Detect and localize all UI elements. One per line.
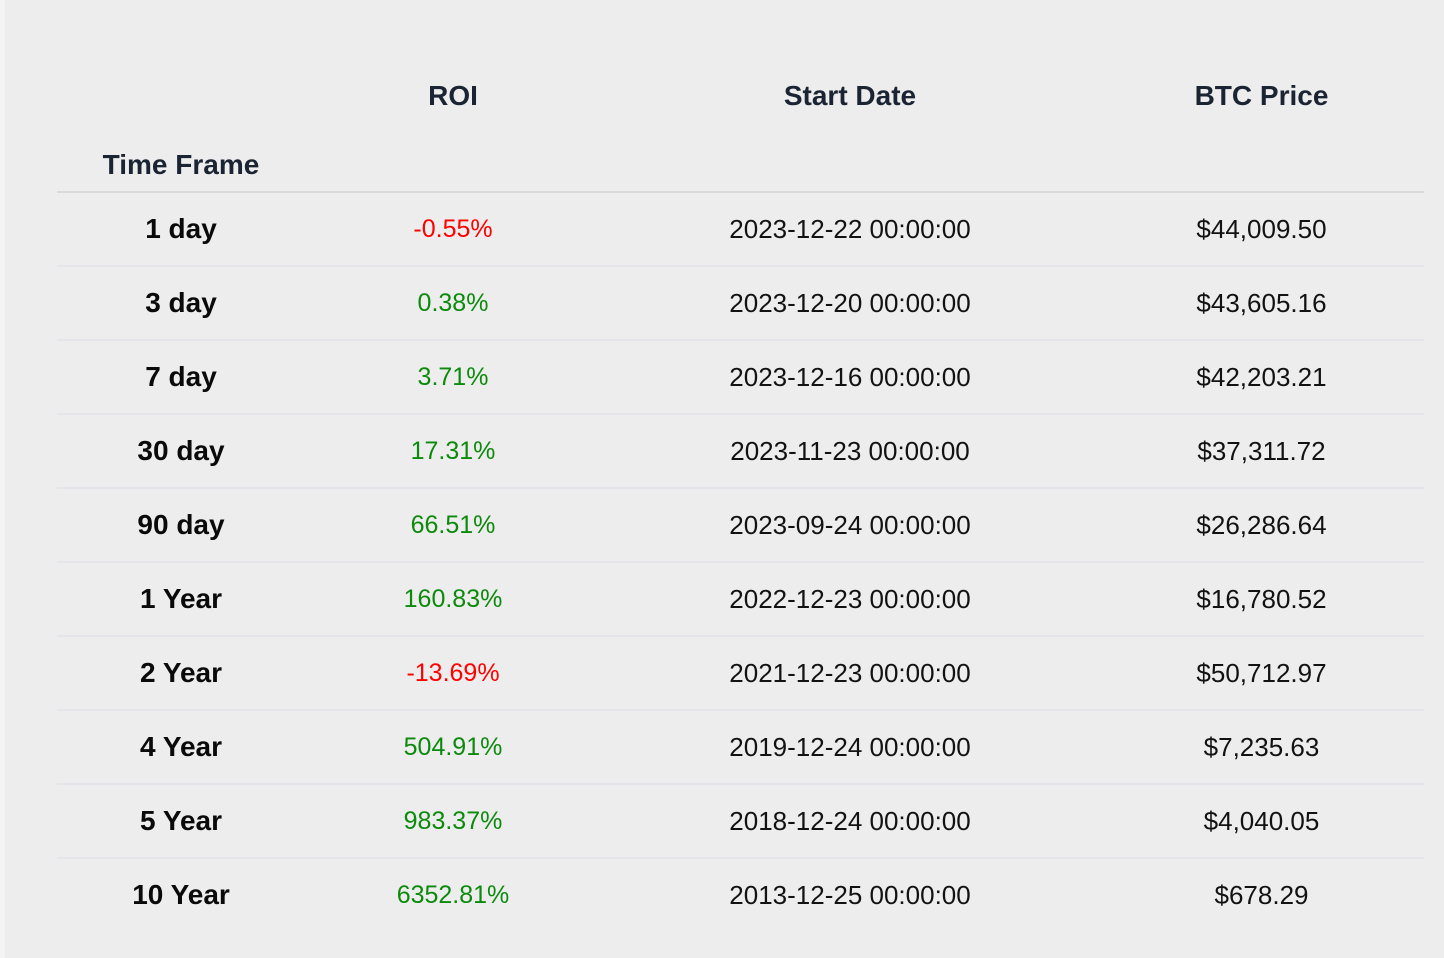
- cell-btc-price: $26,286.64: [1099, 488, 1424, 563]
- table-row: 5 Year 983.37% 2018-12-24 00:00:00 $4,040.0…: [57, 784, 1424, 859]
- cell-timeframe: 90 day: [57, 488, 305, 563]
- table-row: 30 day 17.31% 2023-11-23 00:00:00 $37,311.7…: [57, 414, 1424, 489]
- page-left-edge: [0, 0, 5, 958]
- cell-roi: 160.83%: [305, 562, 601, 637]
- cell-start-date: 2023-09-24 00:00:00: [601, 488, 1099, 563]
- cell-start-date: 2023-11-23 00:00:00: [601, 414, 1099, 489]
- header-cell-start-date: Start Date: [601, 66, 1099, 193]
- table-body: 1 day -0.55% 2023-12-22 00:00:00 $44,009.50…: [57, 192, 1424, 931]
- cell-timeframe: 30 day: [57, 414, 305, 489]
- table-header-row: Time Frame ROI Start Date BTC Price: [57, 66, 1424, 193]
- table-row: 3 day 0.38% 2023-12-20 00:00:00 $43,605.16: [57, 266, 1424, 341]
- cell-start-date: 2021-12-23 00:00:00: [601, 636, 1099, 711]
- cell-timeframe: 4 Year: [57, 710, 305, 785]
- cell-roi: 983.37%: [305, 784, 601, 859]
- table-row: 1 day -0.55% 2023-12-22 00:00:00 $44,009.50: [57, 192, 1424, 267]
- cell-start-date: 2023-12-20 00:00:00: [601, 266, 1099, 341]
- cell-timeframe: 5 Year: [57, 784, 305, 859]
- cell-timeframe: 2 Year: [57, 636, 305, 711]
- header-cell-time-frame: Time Frame: [57, 66, 305, 193]
- cell-roi: 66.51%: [305, 488, 601, 563]
- cell-roi: 504.91%: [305, 710, 601, 785]
- cell-start-date: 2023-12-16 00:00:00: [601, 340, 1099, 415]
- cell-roi: -13.69%: [305, 636, 601, 711]
- table-row: 4 Year 504.91% 2019-12-24 00:00:00 $7,235.6…: [57, 710, 1424, 785]
- cell-btc-price: $4,040.05: [1099, 784, 1424, 859]
- cell-roi: 17.31%: [305, 414, 601, 489]
- cell-roi: -0.55%: [305, 192, 601, 267]
- cell-timeframe: 10 Year: [132, 879, 230, 910]
- cell-btc-price: $50,712.97: [1099, 636, 1424, 711]
- table-row: 10 Year 6352.81% 2013-12-25 00:00:00 $678.2…: [57, 858, 1424, 931]
- cell-start-date: 2023-12-22 00:00:00: [601, 192, 1099, 267]
- cell-start-date: 2022-12-23 00:00:00: [601, 562, 1099, 637]
- cell-timeframe: 1 Year: [57, 562, 305, 637]
- header-cell-btc-price: BTC Price: [1099, 66, 1424, 193]
- btc-roi-table: Time Frame ROI Start Date BTC Price 1 da…: [57, 66, 1424, 931]
- table-header: Time Frame ROI Start Date BTC Price: [57, 66, 1424, 193]
- table-row: 90 day 66.51% 2023-09-24 00:00:00 $26,286.6…: [57, 488, 1424, 563]
- cell-roi: 3.71%: [305, 340, 601, 415]
- cell-btc-price: $37,311.72: [1099, 414, 1424, 489]
- cell-start-date: 2013-12-25 00:00:00: [729, 879, 971, 910]
- cell-roi: 0.38%: [305, 266, 601, 341]
- cell-roi: 6352.81%: [396, 880, 510, 909]
- cell-btc-price: $44,009.50: [1099, 192, 1424, 267]
- table-row: 7 day 3.71% 2023-12-16 00:00:00 $42,203.21: [57, 340, 1424, 415]
- table-row: 1 Year 160.83% 2022-12-23 00:00:00 $16,780.…: [57, 562, 1424, 637]
- table-row: 2 Year -13.69% 2021-12-23 00:00:00 $50,712.…: [57, 636, 1424, 711]
- cell-timeframe: 7 day: [57, 340, 305, 415]
- cell-btc-price: $7,235.63: [1099, 710, 1424, 785]
- cell-timeframe: 3 day: [57, 266, 305, 341]
- cell-btc-price: $42,203.21: [1099, 340, 1424, 415]
- cell-start-date: 2019-12-24 00:00:00: [601, 710, 1099, 785]
- cell-btc-price: $43,605.16: [1099, 266, 1424, 341]
- cell-btc-price: $16,780.52: [1099, 562, 1424, 637]
- cell-timeframe: 1 day: [57, 192, 305, 267]
- cell-start-date: 2018-12-24 00:00:00: [601, 784, 1099, 859]
- cell-btc-price: $678.29: [1214, 879, 1309, 910]
- header-cell-roi: ROI: [305, 66, 601, 193]
